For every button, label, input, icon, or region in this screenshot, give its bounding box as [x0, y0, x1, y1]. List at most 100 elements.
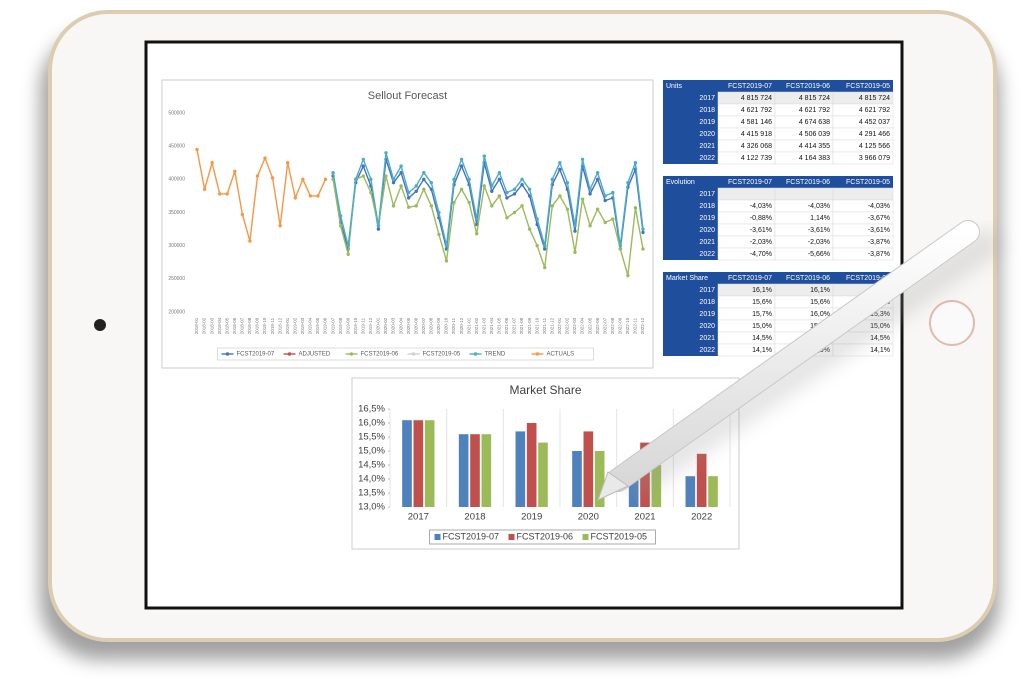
- table-header-cell: FCST2019-06: [786, 179, 830, 186]
- legend-swatch: [508, 534, 515, 540]
- legend-marker: [225, 352, 230, 356]
- table-cell: -3,67%: [868, 215, 890, 222]
- data-point: [573, 224, 577, 228]
- data-point: [482, 184, 486, 188]
- data-point: [308, 194, 313, 198]
- table-cell: 14,1%: [870, 347, 890, 354]
- chart-title: Sellout Forecast: [368, 90, 447, 102]
- table-cell: 15,6%: [810, 299, 830, 306]
- y-tick-label: 500000: [168, 110, 185, 116]
- data-point: [474, 232, 479, 236]
- x-tick-label: 2019-08: [338, 317, 343, 334]
- data-point: [595, 207, 600, 211]
- data-point: [626, 273, 630, 278]
- bar: [685, 476, 696, 507]
- table-year-bg: [663, 116, 718, 128]
- bar: [481, 434, 492, 507]
- line-chart-panel: [161, 79, 654, 369]
- data-point: [338, 214, 343, 218]
- data-point: [588, 192, 592, 196]
- x-tick-label: 2020-02: [383, 317, 388, 334]
- bar: [696, 453, 707, 507]
- x-tick-label: 2018-06: [232, 317, 237, 334]
- x-tick-label: 2018-07: [240, 317, 245, 334]
- y-tick-label: 13,5%: [358, 488, 385, 499]
- table-header-cell: FCST2019-07: [728, 83, 772, 90]
- x-tick-label: 2019-04: [308, 317, 313, 334]
- table-row-label: 2017: [699, 287, 715, 294]
- legend-marker: [349, 352, 354, 356]
- data-point: [580, 197, 585, 201]
- table-cell: -4,70%: [750, 251, 772, 258]
- data-point: [391, 204, 396, 208]
- data-point: [422, 171, 426, 175]
- x-tick-label: 2019-10: [353, 317, 358, 334]
- x-tick-label: 2019-07: [330, 317, 335, 334]
- table-cell: 4 125 566: [859, 143, 890, 150]
- legend-label: FCST2019-07: [443, 531, 500, 541]
- x-tick-label: 2022-02: [565, 317, 570, 334]
- table-row-label: 2019: [699, 311, 715, 318]
- table-cell: -4,03%: [808, 203, 830, 210]
- x-tick-label: 2019-03: [300, 317, 305, 334]
- table-header-bg: [663, 272, 893, 284]
- table-row-label: 2020: [699, 323, 715, 330]
- data-point: [558, 167, 562, 172]
- x-tick-label: 2021-09: [527, 317, 532, 334]
- data-point: [520, 182, 524, 187]
- data-point: [286, 161, 290, 165]
- data-point: [641, 227, 645, 231]
- table-row-label: 2017: [699, 95, 715, 102]
- data-point: [633, 161, 638, 165]
- data-point: [595, 171, 600, 175]
- x-tick-label: 2020: [578, 512, 599, 523]
- legend-label: FCST2019-06: [517, 531, 574, 541]
- table-header-cell: Market Share: [666, 275, 708, 282]
- data-point: [641, 230, 645, 235]
- x-tick-label: 2022-08: [610, 317, 615, 334]
- data-point: [497, 194, 502, 198]
- data-point: [369, 190, 373, 195]
- x-tick-label: 2021-03: [481, 317, 486, 334]
- y-tick-label: 350000: [168, 210, 185, 216]
- data-point: [580, 157, 585, 162]
- data-point: [301, 177, 305, 182]
- table-row-label: 2021: [699, 239, 715, 246]
- x-tick-label: 2017: [408, 512, 429, 523]
- table-cell: 4 815 724: [859, 95, 890, 102]
- data-point: [384, 151, 388, 155]
- data-point: [490, 184, 494, 188]
- data-point: [406, 205, 411, 209]
- data-point: [611, 190, 615, 195]
- data-point: [376, 224, 381, 228]
- x-tick-label: 2019-11: [360, 317, 365, 334]
- table-cell-bg: [832, 187, 894, 201]
- table-cell: 4 414 355: [799, 143, 830, 150]
- data-point: [437, 232, 441, 237]
- table-header-bg: [663, 176, 893, 188]
- data-point: [520, 204, 524, 208]
- data-point: [391, 177, 396, 182]
- data-point: [505, 190, 509, 195]
- data-point: [217, 192, 222, 196]
- data-point: [255, 174, 260, 178]
- table-row-label: 2020: [699, 131, 715, 138]
- data-point: [429, 204, 434, 208]
- x-tick-label: 2022-07: [602, 317, 607, 334]
- pencil: [597, 220, 1000, 501]
- y-tick-label: 300000: [168, 243, 185, 249]
- data-point: [565, 207, 570, 211]
- data-point: [384, 174, 388, 178]
- data-point: [452, 200, 456, 205]
- data-point: [467, 177, 471, 182]
- x-tick-label: 2018-05: [224, 317, 229, 334]
- table-header-cell: FCST2019-07: [728, 275, 772, 282]
- x-tick-label: 2021-06: [504, 317, 509, 334]
- x-tick-label: 2018: [464, 512, 485, 523]
- data-point: [543, 247, 547, 251]
- x-tick-label: 2019-12: [368, 317, 373, 334]
- bar: [515, 431, 526, 507]
- table-year-bg: [663, 224, 718, 236]
- data-point: [588, 187, 592, 191]
- x-tick-label: 2018-02: [202, 317, 207, 334]
